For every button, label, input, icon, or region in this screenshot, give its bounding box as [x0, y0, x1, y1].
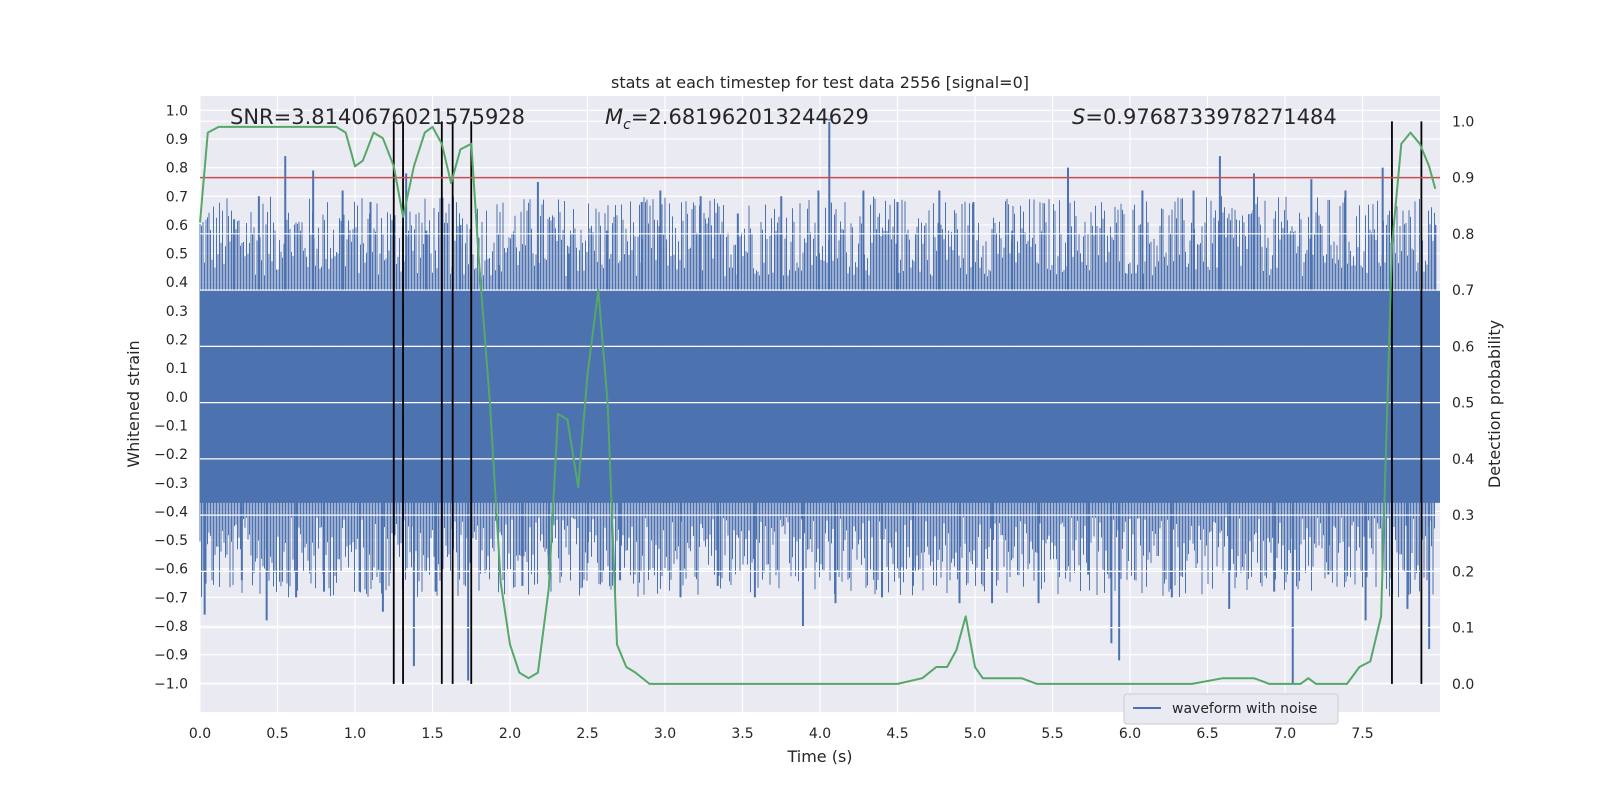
y-left-tick-label: 0.0	[166, 390, 188, 406]
y-left-tick-label: 0.4	[166, 275, 188, 291]
y-left-tick-label: −0.7	[154, 590, 188, 606]
y-left-tick-label: 0.7	[166, 189, 188, 205]
y-right-axis-label: Detection probability	[1485, 320, 1504, 488]
y-left-axis-label: Whitened strain	[124, 340, 143, 467]
y-left-tick-label: 0.1	[166, 361, 188, 377]
chirp-mass-annotation: Mc=2.681962013244629	[605, 105, 869, 133]
y-left-tick-label: 0.3	[166, 304, 188, 320]
legend-label: waveform with noise	[1172, 701, 1317, 717]
x-tick-label: 1.0	[344, 726, 366, 742]
y-right-tick-label: 0.9	[1452, 171, 1474, 187]
y-left-tick-labels: 1.0 0.9 0.8 0.7 0.6 0.5 0.4 0.3 0.2 0.1 0.0 −0.1 −0.…	[154, 103, 188, 692]
y-right-tick-label: 0.4	[1452, 452, 1474, 468]
x-tick-label: 4.5	[886, 726, 908, 742]
x-tick-label: 6.5	[1196, 726, 1218, 742]
y-left-tick-label: −0.1	[154, 418, 188, 434]
y-left-tick-label: 0.8	[166, 161, 188, 177]
x-tick-label: 4.0	[809, 726, 831, 742]
score-value: =0.9768733978271484	[1085, 105, 1336, 129]
x-tick-label: 0.0	[189, 726, 211, 742]
x-tick-labels: 0.0 0.5 1.0 1.5 2.0 2.5 3.0 3.5 4.0 4.5 5.0 5.5 6.0 6…	[189, 726, 1374, 742]
y-right-tick-label: 0.1	[1452, 621, 1474, 637]
legend: waveform with noise	[1123, 693, 1339, 725]
x-tick-label: 2.5	[576, 726, 598, 742]
x-tick-label: 3.5	[731, 726, 753, 742]
y-right-tick-label: 0.5	[1452, 396, 1474, 412]
y-right-tick-label: 0.3	[1452, 508, 1474, 524]
y-left-tick-label: 0.5	[166, 247, 188, 263]
score-annotation: S=0.9768733978271484	[1072, 105, 1337, 129]
x-tick-label: 7.5	[1351, 726, 1373, 742]
y-left-tick-label: −0.8	[154, 619, 188, 635]
x-axis-label: Time (s)	[786, 747, 852, 766]
waveform-noise	[199, 196, 1435, 598]
x-tick-label: 7.0	[1274, 726, 1296, 742]
y-right-tick-label: 1.0	[1452, 114, 1474, 130]
y-left-tick-label: 1.0	[166, 103, 188, 119]
y-left-tick-label: 0.9	[166, 132, 188, 148]
detection-probability-line	[199, 125, 1437, 685]
x-tick-label: 5.5	[1041, 726, 1063, 742]
score-symbol: S	[1072, 105, 1085, 129]
y-right-tick-label: 0.6	[1452, 339, 1474, 355]
chart-title: stats at each timestep for test data 255…	[611, 73, 1029, 92]
y-left-tick-label: −0.5	[154, 533, 188, 549]
event-lines	[392, 121, 1423, 684]
chirp-mass-subscript: c	[623, 117, 631, 133]
x-tick-label: 1.5	[421, 726, 443, 742]
y-right-tick-label: 0.7	[1452, 283, 1474, 299]
y-left-tick-label: −0.6	[154, 562, 188, 578]
y-right-tick-labels: 1.0 0.9 0.8 0.7 0.6 0.5 0.4 0.3 0.2 0.1 0.0	[1452, 114, 1474, 693]
y-right-tick-label: 0.0	[1452, 677, 1474, 693]
y-left-tick-label: −1.0	[154, 676, 188, 692]
waveform-series	[199, 118, 1440, 684]
y-right-tick-label: 0.2	[1452, 564, 1474, 580]
x-tick-label: 3.0	[654, 726, 676, 742]
y-left-tick-label: −0.9	[154, 648, 188, 664]
y-left-tick-label: −0.3	[154, 476, 188, 492]
y-right-tick-label: 0.8	[1452, 227, 1474, 243]
chirp-mass-symbol: M	[605, 105, 623, 129]
x-tick-label: 5.0	[964, 726, 986, 742]
snr-annotation: SNR=3.8140676021575928	[230, 105, 525, 129]
x-tick-label: 0.5	[266, 726, 288, 742]
y-left-tick-label: −0.2	[154, 447, 188, 463]
x-tick-label: 2.0	[499, 726, 521, 742]
y-left-tick-label: −0.4	[154, 504, 188, 520]
y-left-tick-label: 0.2	[166, 333, 188, 349]
x-tick-label: 6.0	[1119, 726, 1141, 742]
legend-box	[1123, 693, 1339, 725]
y-left-tick-label: 0.6	[166, 218, 188, 234]
chirp-mass-value: =2.681962013244629	[631, 105, 869, 129]
